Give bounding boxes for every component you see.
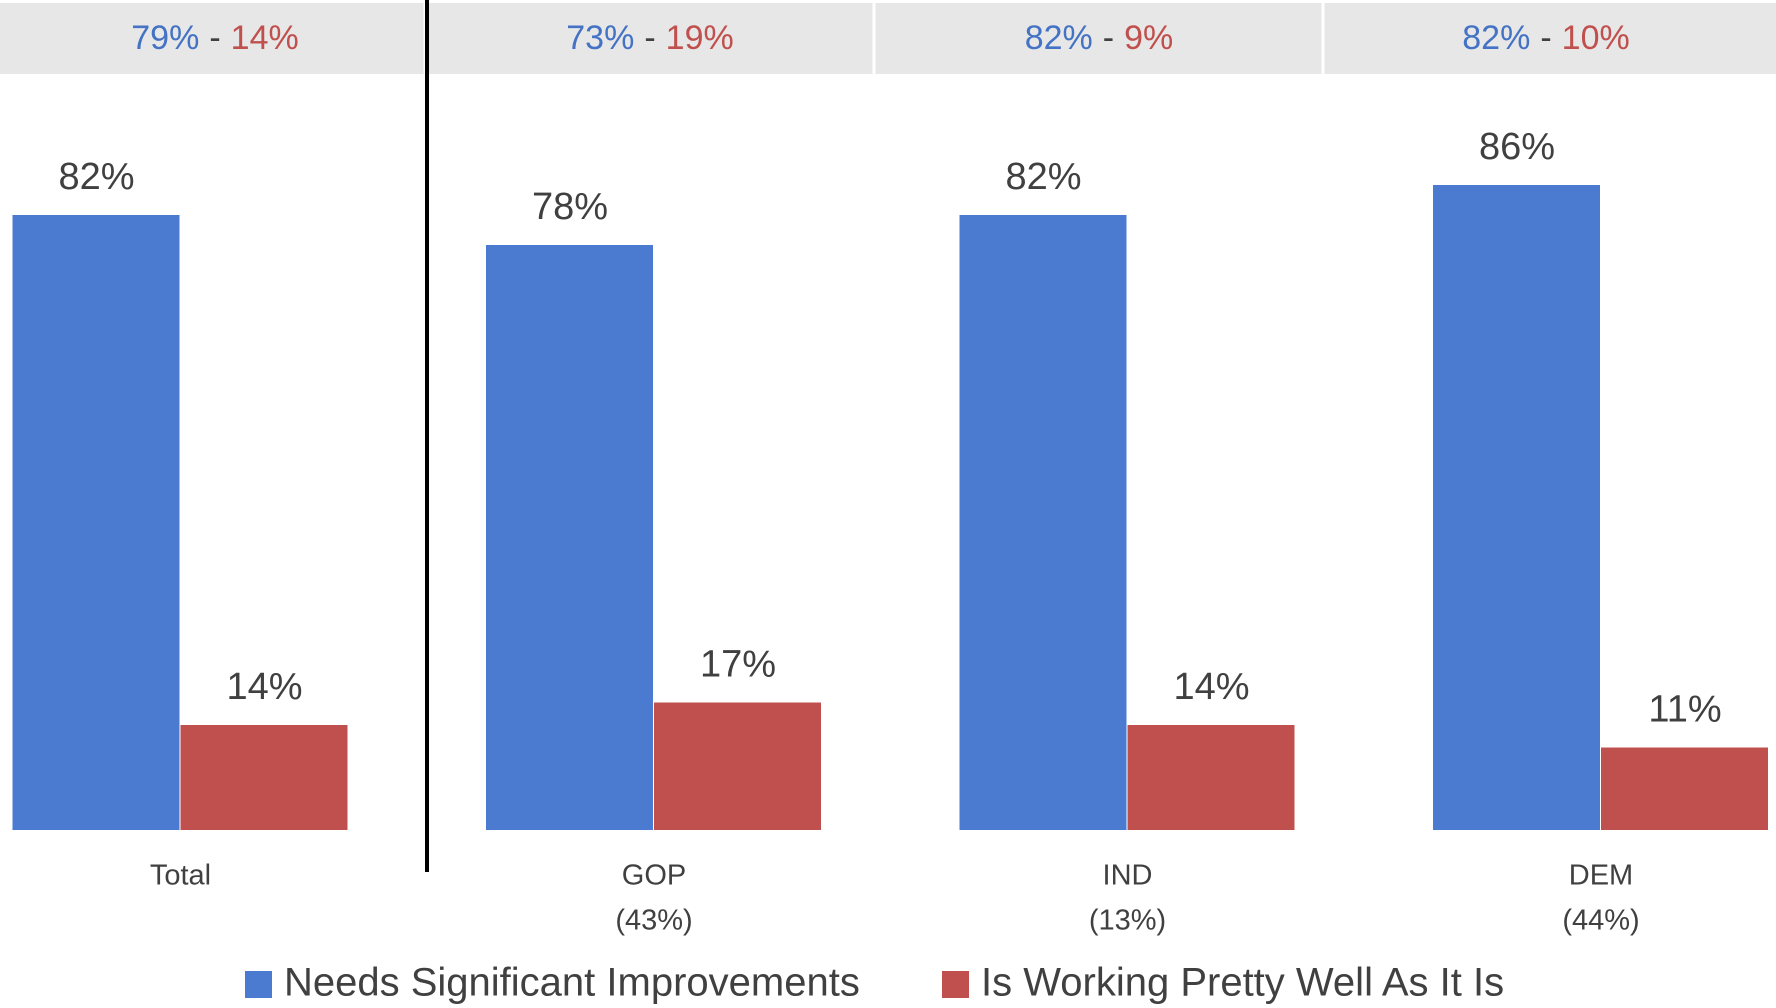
bar (12, 215, 180, 830)
header-working: 19% (666, 19, 734, 57)
bar (1601, 747, 1768, 830)
header-needs: 73% (566, 19, 634, 57)
header-needs: 79% (131, 19, 199, 57)
data-label: 14% (1173, 666, 1249, 708)
x-tick-label: DEM (1569, 860, 1633, 892)
data-label: 11% (1648, 689, 1721, 731)
x-tick-note: (43%) (615, 905, 692, 937)
header-band (0, 3, 1776, 74)
x-tick-label: IND (1103, 860, 1153, 892)
header-working: 9% (1124, 19, 1173, 57)
header-needs: 82% (1025, 19, 1093, 57)
header-comparison: 82% -9% (1025, 19, 1174, 57)
bar (1127, 725, 1295, 830)
legend-label: Needs Significant Improvements (284, 961, 860, 1005)
bar (959, 215, 1127, 830)
data-label: 17% (700, 644, 776, 686)
header-separator: - (1540, 19, 1551, 57)
data-label: 14% (226, 666, 302, 708)
header-comparison: 79% -14% (131, 19, 298, 57)
bar (1433, 185, 1600, 830)
bar (180, 725, 348, 830)
data-label: 82% (1005, 156, 1081, 198)
data-label: 78% (532, 186, 608, 228)
header-separator: - (209, 19, 220, 57)
header-needs: 82% (1462, 19, 1530, 57)
data-label: 82% (58, 156, 134, 198)
x-tick-note: (13%) (1089, 905, 1166, 937)
bar (486, 245, 653, 830)
header-working: 14% (231, 19, 299, 57)
legend-swatch (245, 971, 272, 998)
x-tick-label: Total (150, 860, 211, 892)
header-separator: - (644, 19, 655, 57)
x-tick-note: (44%) (1562, 905, 1639, 937)
header-working: 10% (1562, 19, 1630, 57)
data-label: 86% (1479, 126, 1555, 168)
bar (654, 702, 821, 830)
header-comparison: 73% -19% (566, 19, 733, 57)
header-separator: - (1103, 19, 1114, 57)
legend-label: Is Working Pretty Well As It Is (981, 961, 1504, 1005)
legend-swatch (942, 971, 969, 998)
header-comparison: 82% -10% (1462, 19, 1629, 57)
x-tick-label: GOP (622, 860, 686, 892)
